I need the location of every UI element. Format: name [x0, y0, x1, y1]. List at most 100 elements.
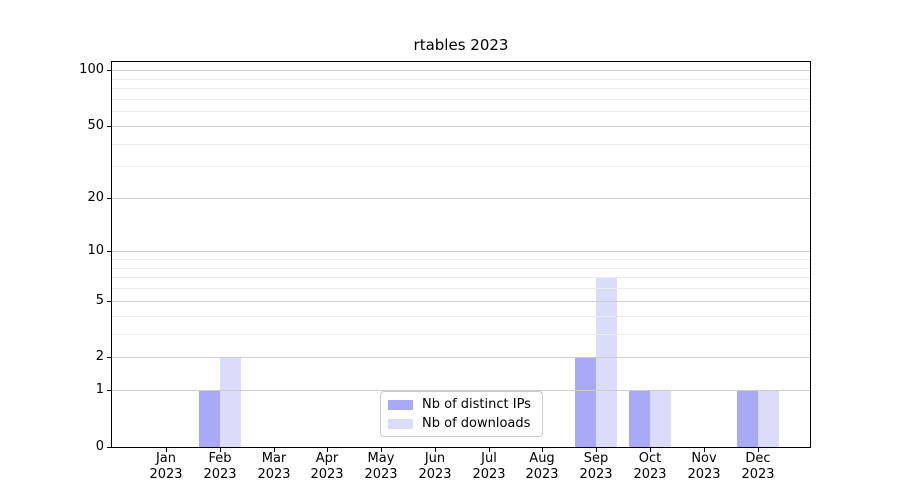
- bar-nb-of-distinct-ips-sep: [575, 357, 597, 447]
- x-tick-mar: [274, 448, 275, 452]
- y-tick-label-50: 50: [87, 118, 104, 133]
- y-tick-label-10: 10: [87, 243, 104, 258]
- x-tick-sep: [596, 448, 597, 452]
- x-tick-label-apr: Apr 2023: [295, 451, 359, 483]
- x-tick-month-sep: Sep: [583, 451, 609, 466]
- y-tick-5: [107, 301, 111, 302]
- x-tick-year-jul: 2023: [472, 467, 506, 482]
- minor-gridline-7: [112, 277, 810, 278]
- x-tick-year-may: 2023: [364, 467, 398, 482]
- x-tick-label-mar: Mar 2023: [242, 451, 306, 483]
- minor-gridline-6: [112, 288, 810, 289]
- x-tick-year-aug: 2023: [525, 467, 559, 482]
- x-tick-label-dec: Dec 2023: [726, 451, 790, 483]
- x-tick-jul: [489, 448, 490, 452]
- x-tick-month-mar: Mar: [261, 451, 287, 466]
- x-tick-month-jul: Jul: [481, 451, 497, 466]
- x-tick-month-feb: Feb: [208, 451, 232, 466]
- y-tick-label-1: 1: [95, 382, 104, 397]
- y-tick-1: [107, 390, 111, 391]
- major-gridline-50: [112, 126, 810, 127]
- x-tick-label-nov: Nov 2023: [672, 451, 736, 483]
- y-tick-100: [107, 70, 111, 71]
- bar-nb-of-downloads-sep: [596, 277, 618, 447]
- x-tick-year-sep: 2023: [579, 467, 613, 482]
- x-tick-label-aug: Aug 2023: [510, 451, 574, 483]
- x-tick-year-nov: 2023: [687, 467, 721, 482]
- x-tick-may: [381, 448, 382, 452]
- legend-label-downloads: Nb of downloads: [422, 416, 531, 431]
- x-tick-dec: [758, 448, 759, 452]
- x-tick-month-jun: Jun: [424, 451, 446, 466]
- x-tick-month-oct: Oct: [638, 451, 662, 466]
- x-tick-year-dec: 2023: [741, 467, 775, 482]
- x-tick-year-jun: 2023: [418, 467, 452, 482]
- x-tick-year-feb: 2023: [203, 467, 237, 482]
- x-tick-month-jan: Jan: [155, 451, 177, 466]
- major-gridline-2: [112, 357, 810, 358]
- major-gridline-20: [112, 198, 810, 199]
- x-tick-label-jan: Jan 2023: [134, 451, 198, 483]
- y-tick-10: [107, 251, 111, 252]
- legend: Nb of distinct IPs Nb of downloads: [380, 391, 543, 437]
- bar-nb-of-distinct-ips-dec: [736, 390, 758, 447]
- minor-gridline-90: [112, 79, 810, 80]
- x-tick-month-aug: Aug: [529, 451, 555, 466]
- minor-gridline-70: [112, 99, 810, 100]
- x-tick-feb: [220, 448, 221, 452]
- x-tick-label-jul: Jul 2023: [457, 451, 521, 483]
- x-tick-aug: [542, 448, 543, 452]
- minor-gridline-3: [112, 334, 810, 335]
- minor-gridline-8: [112, 268, 810, 269]
- chart-title: rtables 2023: [413, 36, 509, 54]
- y-tick-label-0: 0: [95, 439, 104, 454]
- major-gridline-100: [112, 70, 810, 71]
- x-tick-label-oct: Oct 2023: [618, 451, 682, 483]
- x-tick-month-apr: Apr: [315, 451, 339, 466]
- bar-nb-of-downloads-feb: [219, 357, 241, 447]
- legend-swatch-distinct-ips: [388, 399, 413, 410]
- x-tick-nov: [704, 448, 705, 452]
- x-tick-apr: [327, 448, 328, 452]
- x-tick-oct: [650, 448, 651, 452]
- y-tick-label-5: 5: [95, 293, 104, 308]
- y-tick-2: [107, 357, 111, 358]
- legend-item-distinct-ips: Nb of distinct IPs: [388, 397, 535, 413]
- x-tick-label-sep: Sep 2023: [564, 451, 628, 483]
- x-tick-month-nov: Nov: [691, 451, 717, 466]
- major-gridline-10: [112, 251, 810, 252]
- minor-gridline-60: [112, 111, 810, 112]
- x-tick-month-dec: Dec: [745, 451, 771, 466]
- minor-gridline-4: [112, 316, 810, 317]
- bar-nb-of-distinct-ips-oct: [628, 390, 650, 447]
- minor-gridline-40: [112, 144, 810, 145]
- minor-gridline-30: [112, 166, 810, 167]
- y-tick-0: [107, 447, 111, 448]
- legend-item-downloads: Nb of downloads: [388, 416, 535, 432]
- x-tick-label-feb: Feb 2023: [188, 451, 252, 483]
- x-tick-year-apr: 2023: [310, 467, 344, 482]
- x-tick-label-may: May 2023: [349, 451, 413, 483]
- x-tick-year-jan: 2023: [149, 467, 183, 482]
- x-tick-month-may: May: [367, 451, 395, 466]
- x-tick-label-jun: Jun 2023: [403, 451, 467, 483]
- x-tick-year-oct: 2023: [633, 467, 667, 482]
- y-tick-50: [107, 126, 111, 127]
- y-tick-20: [107, 198, 111, 199]
- y-tick-label-2: 2: [95, 349, 104, 364]
- legend-label-distinct-ips: Nb of distinct IPs: [422, 397, 531, 412]
- minor-gridline-9: [112, 259, 810, 260]
- bar-nb-of-downloads-oct: [649, 390, 671, 447]
- legend-swatch-downloads: [388, 418, 413, 429]
- major-gridline-5: [112, 301, 810, 302]
- bar-nb-of-distinct-ips-feb: [198, 390, 220, 447]
- y-tick-label-20: 20: [87, 190, 104, 205]
- y-tick-label-100: 100: [79, 62, 104, 77]
- x-tick-jun: [435, 448, 436, 452]
- x-tick-year-mar: 2023: [257, 467, 291, 482]
- major-gridline-1: [112, 390, 810, 391]
- x-tick-jan: [166, 448, 167, 452]
- bar-nb-of-downloads-dec: [757, 390, 779, 447]
- minor-gridline-80: [112, 88, 810, 89]
